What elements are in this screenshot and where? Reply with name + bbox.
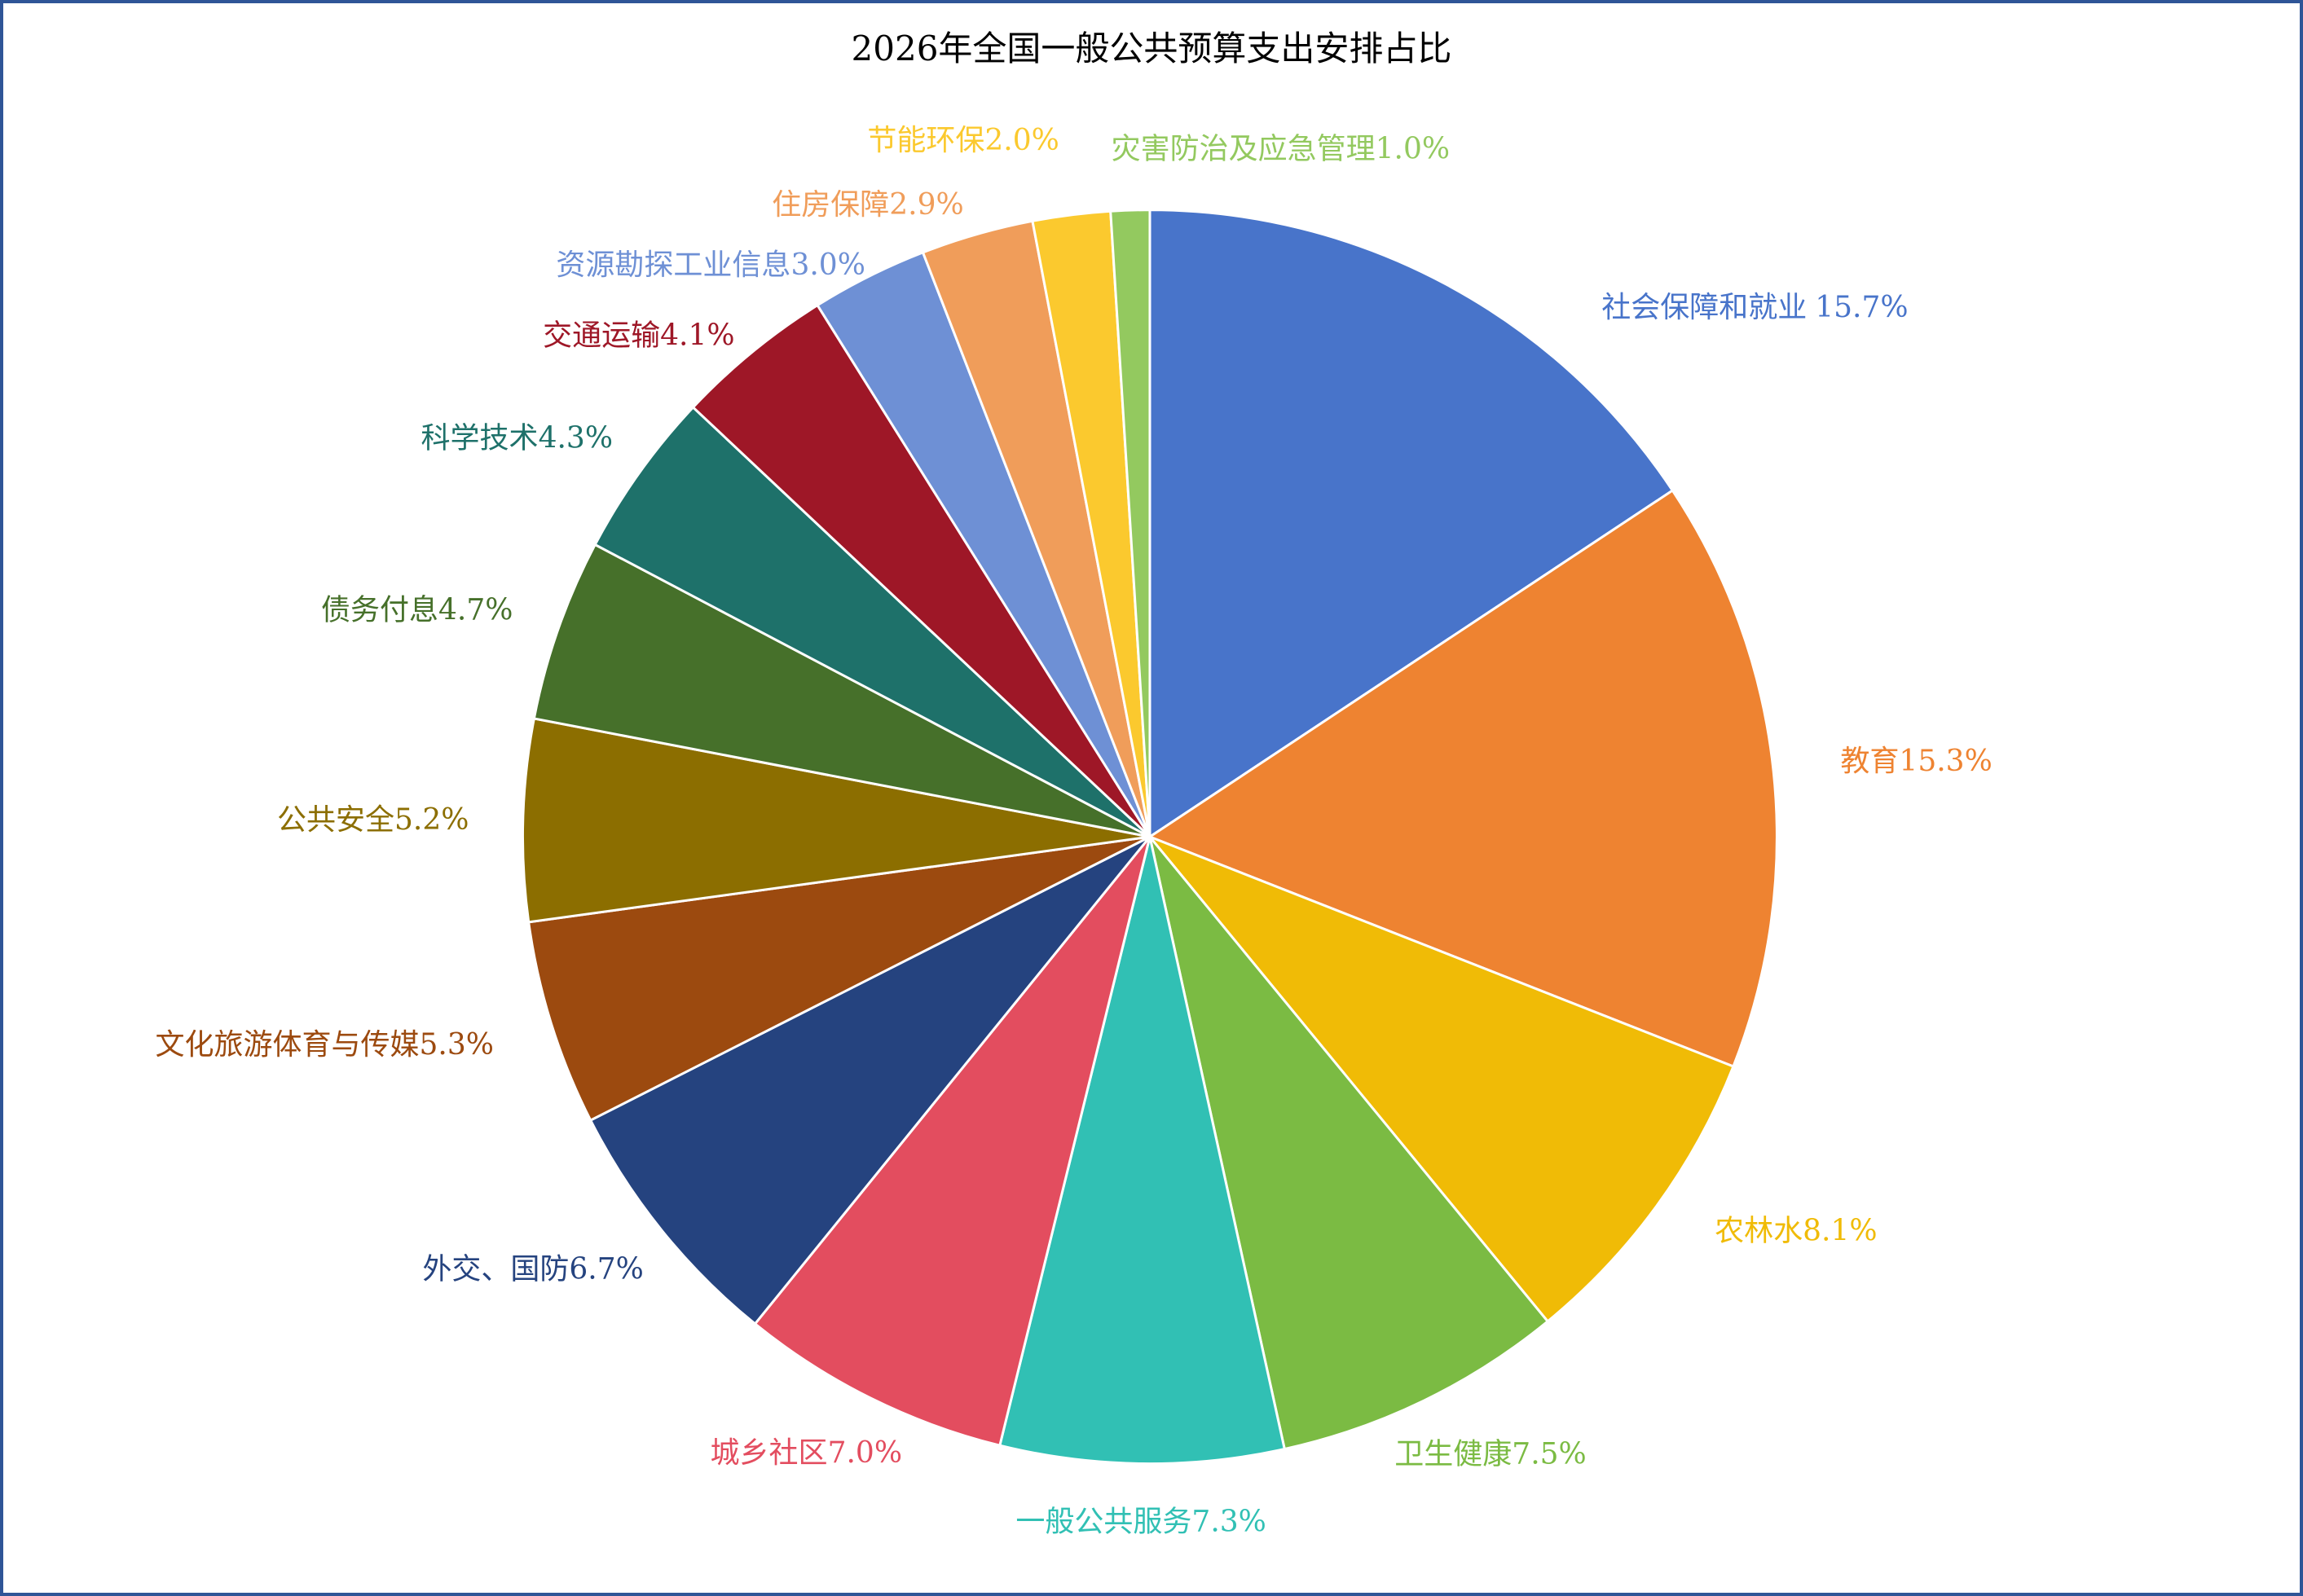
slice-label-name: 公共安全 [277,803,394,837]
slice-label: 一般公共服务7.3% [1015,1505,1266,1538]
slice-label: 社会保障和就业 15.7% [1601,291,1908,324]
pie-slice [1109,209,1152,838]
slice-label-name: 住房保障 [772,188,889,222]
slice-label-name: 文化旅游体育与传媒 [155,1028,419,1062]
pie-slice [1147,488,1778,1068]
slice-label: 交通运输4.1% [543,319,734,352]
slice-label-value: 3.0% [790,248,865,282]
slice-label-name: 交通运输 [543,319,660,352]
slice-label-name: 资源勘探工业信息 [556,248,790,282]
slice-label: 债务付息4.7% [321,593,513,627]
pie-slice [593,405,1151,838]
slice-label-name: 一般公共服务 [1015,1505,1191,1538]
pie-slice [998,836,1287,1466]
slice-label-value: 8.1% [1803,1215,1877,1248]
slice-label: 公共安全5.2% [277,803,469,837]
slice-label-value: 1.0% [1376,133,1450,166]
slice-label: 科学技术4.3% [421,422,613,455]
slice-label-name: 卫生健康 [1394,1438,1512,1471]
slice-label: 住房保障2.9% [772,188,963,222]
slice-label-value: 7.3% [1191,1505,1266,1538]
slice-label-value: 4.7% [438,593,513,627]
slice-label-value: 5.2% [394,803,469,837]
slice-label-name: 农林水 [1715,1215,1803,1248]
slice-label-name: 灾害防治及应急管理 [1112,133,1376,166]
pie-slice [1148,836,1550,1451]
slice-label-value: 4.1% [660,319,734,352]
slice-label: 卫生健康7.5% [1394,1438,1586,1471]
pie-slice [526,835,1151,1123]
slice-label-name: 债务付息 [321,593,438,627]
chart-title: 2026年全国一般公共预算支出安排占比 [852,29,1452,68]
slice-label-value: 15.3% [1899,745,1992,778]
slice-label-name: 科学技术 [421,422,539,455]
pie-slice [1146,833,1735,1324]
slice-label: 节能环保2.0% [867,124,1059,157]
slice-label: 资源勘探工业信息3.0% [556,248,865,282]
pie-slice [1148,209,1675,839]
slice-label-name: 外交、国防 [422,1253,569,1286]
slice-label-name: 节能环保 [867,124,984,157]
slice-label-value: 2.0% [984,124,1059,157]
slice-label: 外交、国防6.7% [422,1253,643,1286]
slice-label: 灾害防治及应急管理1.0% [1112,133,1450,166]
pie-slice [753,836,1152,1448]
slice-label: 文化旅游体育与传媒5.3% [155,1028,493,1062]
slice-label-value: 15.7% [1815,291,1908,324]
slice-label-name: 教育 [1840,745,1899,778]
slice-label-name: 城乡社区 [711,1436,828,1470]
slice-label: 教育15.3% [1840,745,1992,778]
slice-label-value: 4.3% [539,422,613,455]
slice-label-value: 7.5% [1512,1438,1586,1471]
slice-label-value: 2.9% [889,188,963,222]
pie-slice [691,303,1152,838]
slice-label-value: 5.3% [420,1028,494,1062]
slice-label-name: 社会保障和就业 [1601,291,1807,324]
slice-label-value: 6.7% [569,1253,643,1286]
slice-label: 城乡社区7.0% [711,1436,902,1470]
pie-slice [522,717,1151,924]
pie-slice [588,835,1152,1326]
slice-label-value: 7.0% [828,1436,902,1470]
slice-label: 农林水8.1% [1715,1215,1877,1248]
pie-slice [532,543,1151,838]
